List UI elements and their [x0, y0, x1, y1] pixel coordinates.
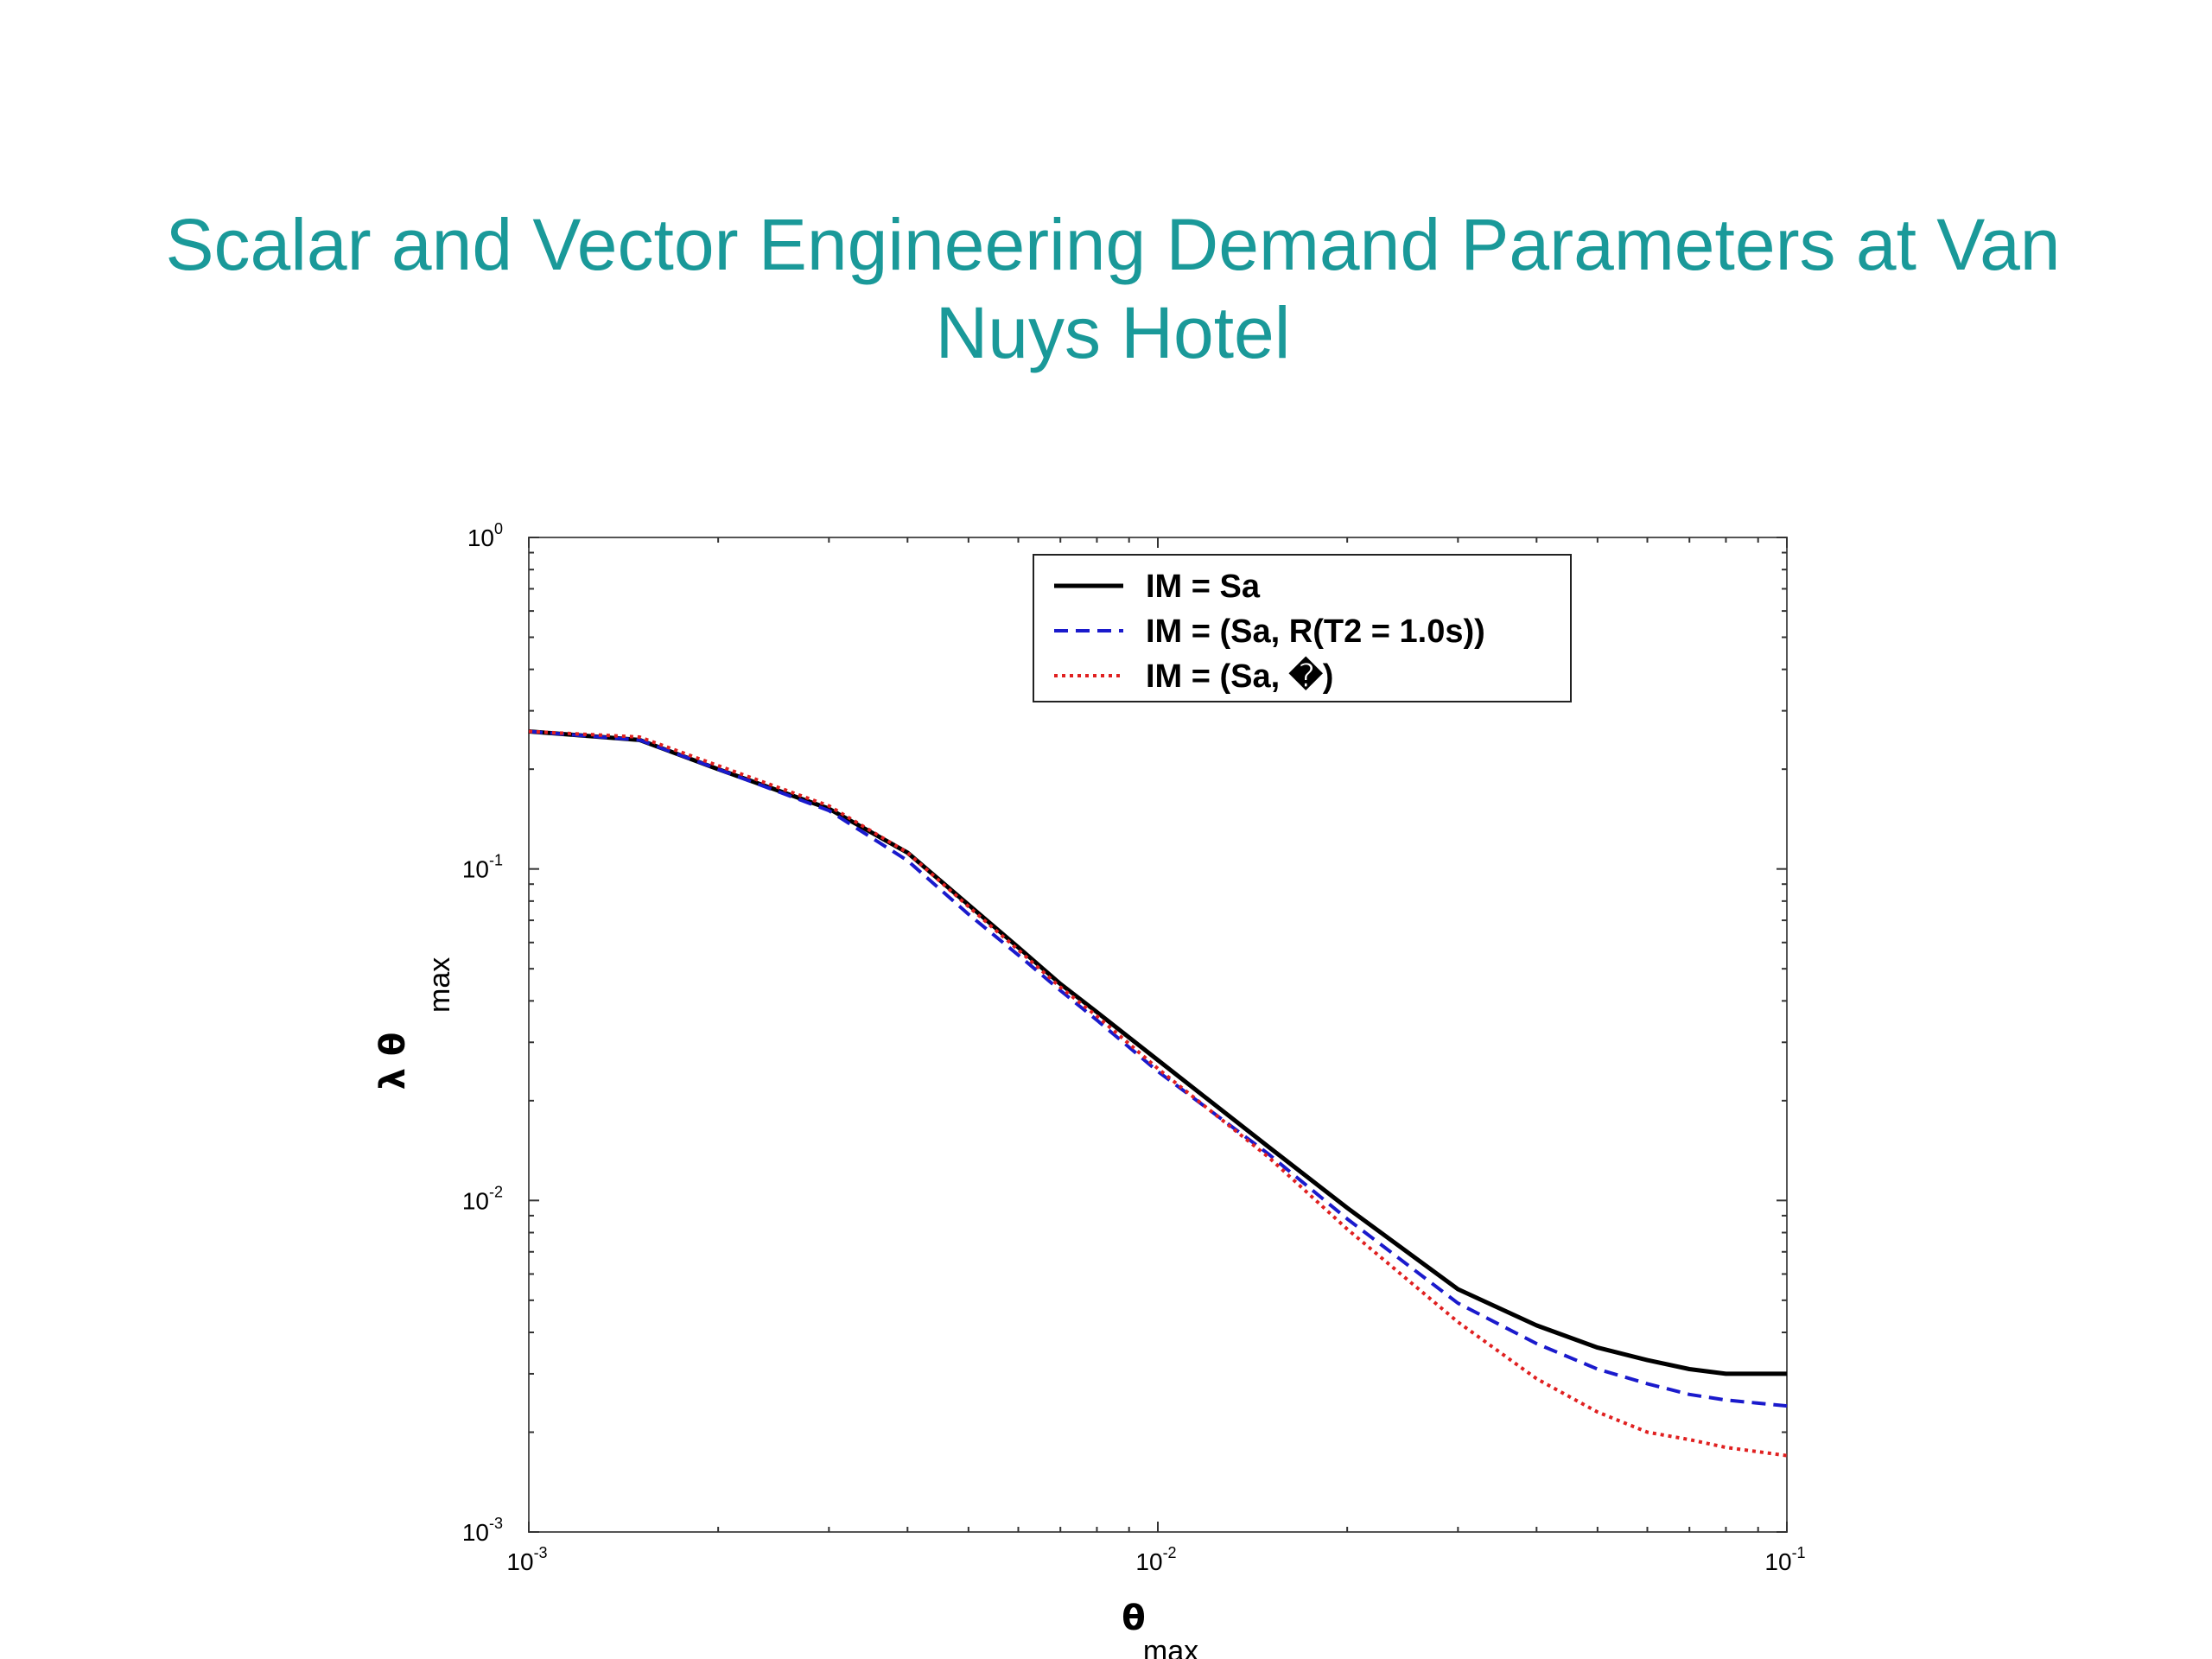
series-line-2 — [528, 729, 1788, 1408]
x-axis-symbol: θ — [1122, 1599, 1145, 1638]
y-tick-label: 10-3 — [462, 1515, 503, 1546]
y-axis-subscript: max — [423, 957, 456, 1013]
series-line-1 — [528, 729, 1787, 1376]
legend: IM = Sa IM = (Sa, R(T2 = 1.0s)) IM = (Sa, … — [1033, 554, 1572, 702]
x-tick-label: 10-3 — [506, 1544, 547, 1575]
x-tick-exponent: -1 — [1792, 1544, 1806, 1561]
series-layer — [528, 729, 1788, 1458]
series-line-3 — [528, 729, 1788, 1458]
x-axis-subscript: max — [1143, 1635, 1198, 1659]
y-tick-exponent: -1 — [489, 852, 503, 869]
axis-ticks — [528, 537, 1788, 1533]
y-tick-label: 100 — [467, 520, 503, 551]
y-tick-label: 10-2 — [462, 1183, 503, 1214]
tick-labels: 10-3 10-2 10-1 100 10-1 10-2 10-3 — [462, 520, 1806, 1575]
legend-label-2: IM = (Sa, R(T2 = 1.0s)) — [1146, 613, 1485, 650]
x-tick-label: 10-2 — [1135, 1544, 1176, 1575]
slide-title: Scalar and Vector Engineering Demand Par… — [165, 204, 2061, 373]
y-tick-exponent: -3 — [489, 1515, 503, 1532]
y-tick-label: 10-1 — [462, 852, 503, 883]
x-tick-label: 10-1 — [1764, 1544, 1805, 1575]
y-axis-label: λ θ max — [373, 957, 456, 1090]
x-axis-label: θ max — [1122, 1599, 1198, 1659]
y-tick-exponent: 0 — [494, 520, 503, 537]
legend-label-1: IM = Sa — [1146, 569, 1261, 605]
legend-label-3: IM = (Sa, �) — [1146, 656, 1333, 695]
x-tick-exponent: -3 — [534, 1544, 548, 1561]
x-tick-exponent: -2 — [1163, 1544, 1177, 1561]
legend-box — [1033, 554, 1572, 702]
y-axis-symbol: λ θ — [373, 1033, 413, 1090]
y-tick-exponent: -2 — [489, 1183, 503, 1200]
